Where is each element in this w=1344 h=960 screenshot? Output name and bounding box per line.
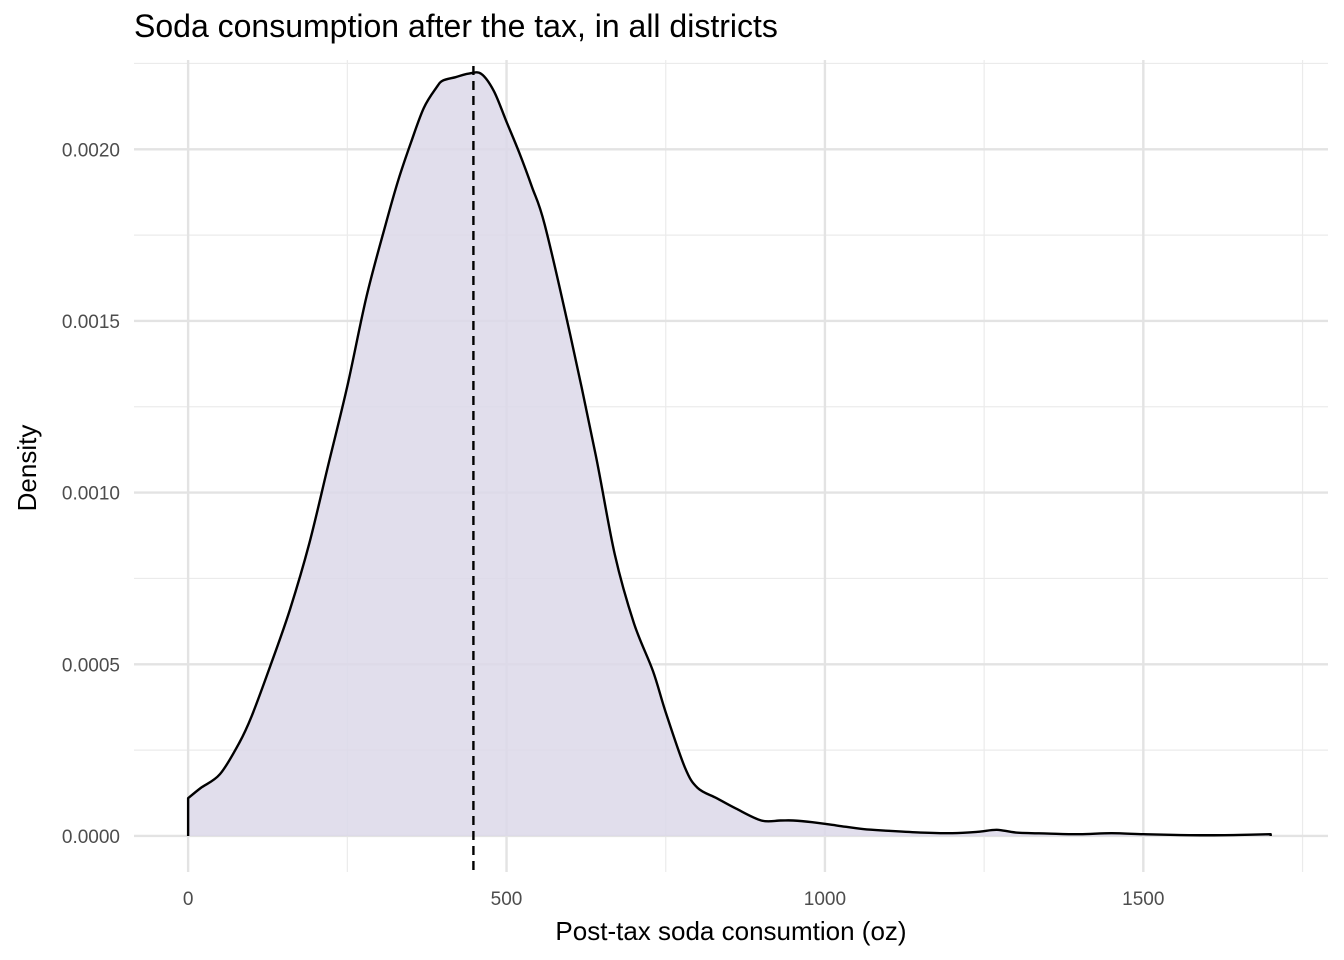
y-tick-label: 0.0010: [62, 484, 120, 505]
y-tick-label: 0.0000: [62, 827, 120, 848]
x-axis-title: Post-tax soda consumtion (oz): [555, 916, 906, 946]
y-axis-title: Density: [12, 425, 42, 512]
minor-gridlines: [134, 60, 1328, 872]
y-tick-label: 0.0015: [62, 312, 120, 333]
x-tick-label: 1000: [804, 889, 846, 910]
chart-title: Soda consumption after the tax, in all d…: [134, 8, 778, 44]
y-tick-label: 0.0020: [62, 140, 120, 161]
x-tick-label: 1500: [1122, 889, 1164, 910]
x-tick-label: 0: [183, 889, 194, 910]
x-tick-label: 500: [491, 889, 523, 910]
x-axis-tick-labels: 0 500 1000 1500: [183, 889, 1165, 910]
density-area: [188, 72, 1271, 836]
density-curve: [186, 71, 1272, 837]
y-axis-tick-labels: 0.0000 0.0005 0.0010 0.0015 0.0020: [62, 140, 120, 848]
y-tick-label: 0.0005: [62, 655, 120, 676]
